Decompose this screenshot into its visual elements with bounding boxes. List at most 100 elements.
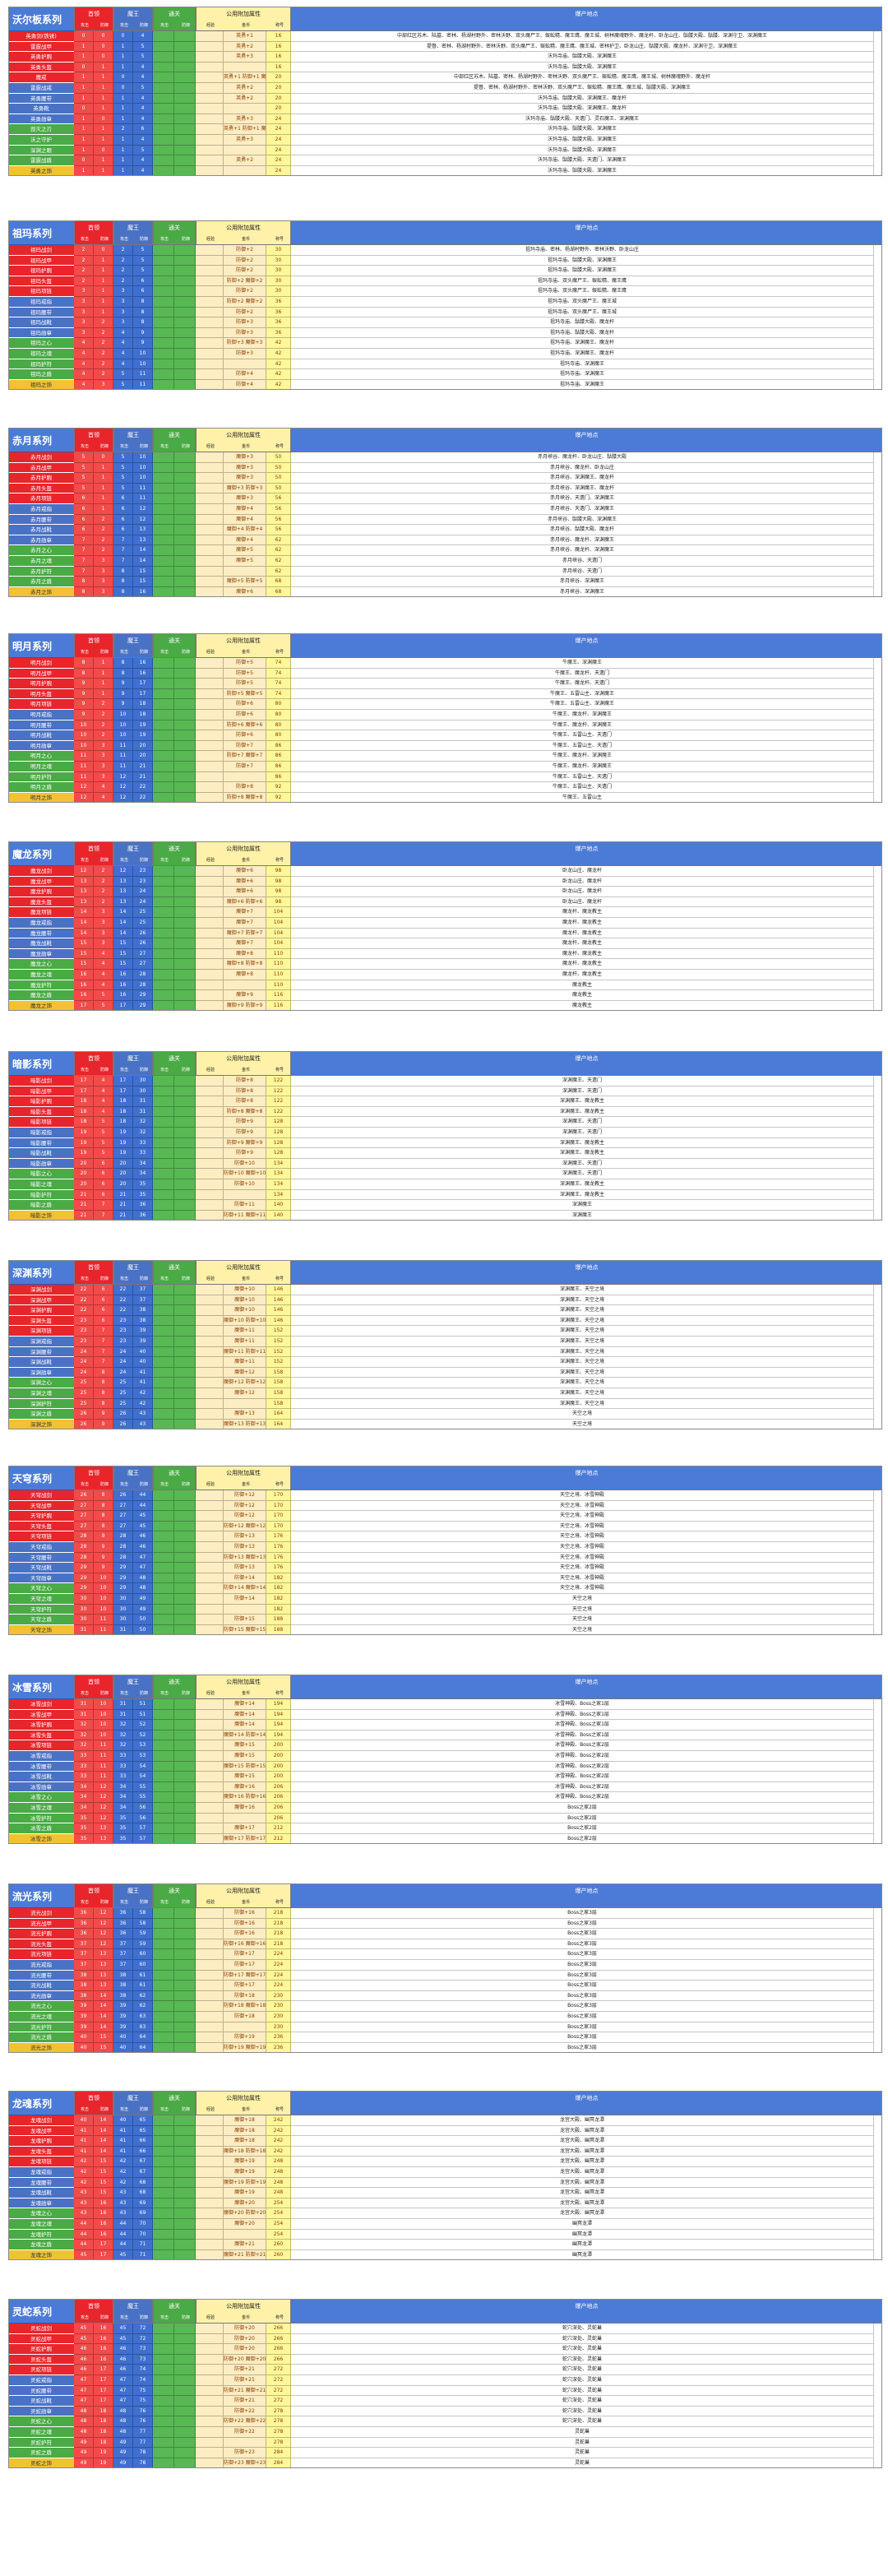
table-cell: 29 <box>133 1000 153 1012</box>
table-cell: 5 <box>113 483 133 494</box>
table-cell: 4 <box>113 349 133 359</box>
table-cell <box>174 2396 196 2407</box>
table-cell: 37 <box>113 1960 133 1971</box>
table-cell <box>153 1000 174 1012</box>
table-cell <box>196 1803 224 1814</box>
drop-location-cell: 深渊魔王、魔龙教主 <box>291 1189 874 1201</box>
equipment-section: 流光系列 首领 攻击 防御 魔王 攻击 防御 通关 攻击 防御 公用附加属性 经验 金币 称号 爆产地点 流光… <box>8 1883 882 2054</box>
drop-location-cell: 蛇穴深处、灵蛇巢 <box>291 2406 874 2417</box>
item-name: 流光之盾 <box>8 2032 74 2043</box>
drop-location-cell: 赤月峡谷、魔龙杆、卧龙山庄 <box>291 462 874 474</box>
drop-location-cell: 中部红区苏木、陆墓、密林、杨湖村野外、密林沃野、双头魔尸王、蜈蚣精、魔王鹰、魔王… <box>291 72 874 83</box>
table-cell <box>153 2032 174 2043</box>
drop-location-cell: 魔龙教主 <box>291 980 874 991</box>
table-cell <box>224 1398 266 1410</box>
table-cell <box>153 1624 174 1636</box>
table-cell: 4 <box>133 114 153 125</box>
table-cell: 1 <box>94 165 113 177</box>
item-name: 天穹之心 <box>8 1583 74 1594</box>
table-cell: 44 <box>113 2219 133 2230</box>
table-cell: 26 <box>113 1490 133 1501</box>
table-cell <box>153 918 174 929</box>
table-cell: 122 <box>266 1076 291 1086</box>
column-sub-label: 经验 <box>206 444 215 449</box>
column-sub-label: 金币 <box>241 1068 250 1073</box>
table-cell <box>153 1604 174 1615</box>
table-cell: 29 <box>74 1563 94 1573</box>
drop-location-cell: 深渊魔王、天遗门 <box>291 1086 874 1097</box>
table-cell: 37 <box>74 1960 94 1971</box>
table-cell: 10 <box>113 720 133 731</box>
table-cell: 18 <box>133 710 153 720</box>
table-cell: 42 <box>133 1398 153 1410</box>
table-cell <box>153 1594 174 1605</box>
drop-location-cell: 蛇穴深处、灵蛇巢 <box>291 2354 874 2365</box>
column-group-label: 首领 <box>88 1679 99 1685</box>
table-cell <box>196 1740 224 1751</box>
table-cell <box>153 1990 174 2002</box>
table-cell: 12 <box>74 792 94 804</box>
table-cell <box>174 1908 196 1919</box>
table-cell: 140 <box>266 1210 291 1221</box>
item-name: 魔龙护符 <box>8 980 74 991</box>
table-cell: 46 <box>113 2354 133 2365</box>
table-cell <box>174 1511 196 1522</box>
column-sub-label: 攻击 <box>80 1276 89 1281</box>
drop-location-cell: Boss之家3层 <box>291 2001 874 2012</box>
table-cell: 13 <box>94 1981 113 1991</box>
table-cell: 33 <box>113 1761 133 1772</box>
table-cell: 17 <box>74 1076 94 1086</box>
item-name: 天穹之魂 <box>8 1594 74 1605</box>
table-cell: 15 <box>133 577 153 587</box>
drop-location-cell: 深渊魔王、天空之境 <box>291 1337 874 1347</box>
table-cell <box>153 297 174 308</box>
column-group-header: 公用附加属性 经验 金币 称号 <box>196 1051 291 1076</box>
table-cell: 16 <box>266 62 291 73</box>
table-cell: 1 <box>94 483 113 494</box>
item-name: 冰雪戒指 <box>8 1751 74 1762</box>
table-cell: 272 <box>266 2396 291 2407</box>
drop-location-cell: 牛魔王、五雷山主、天遗门 <box>291 730 874 741</box>
table-cell <box>196 276 224 287</box>
table-cell: 3 <box>94 751 113 762</box>
table-cell: 32 <box>133 1117 153 1128</box>
table-cell: 10 <box>113 730 133 741</box>
item-name: 暗影之饰 <box>8 1210 74 1221</box>
table-cell <box>153 2375 174 2386</box>
column-group-label: 公用附加属性 <box>226 1055 261 1062</box>
table-cell: 70 <box>133 2229 153 2240</box>
table-cell: 18 <box>74 1106 94 1118</box>
table-cell: 110 <box>266 959 291 970</box>
drop-location-cell: 天空之境、冰雪神殿 <box>291 1563 874 1573</box>
table-cell: 6 <box>113 504 133 515</box>
table-cell: 24 <box>266 124 291 135</box>
column-group-label: 魔王 <box>127 225 139 231</box>
item-name: 魔龙勋章 <box>8 948 74 960</box>
column-group-label: 魔王 <box>127 1055 139 1062</box>
table-cell: 24 <box>74 1357 94 1368</box>
table-cell: 44 <box>113 2229 133 2240</box>
table-cell: 272 <box>266 2385 291 2397</box>
table-cell <box>224 1813 266 1824</box>
table-cell <box>174 1813 196 1824</box>
table-cell <box>153 2229 174 2240</box>
table-cell: 36 <box>74 1929 94 1939</box>
table-cell: 32 <box>113 1740 133 1751</box>
table-cell: 魔御+14 <box>224 1720 266 1730</box>
table-cell: 116 <box>266 1000 291 1012</box>
item-name: 祖玛之魂 <box>8 349 74 359</box>
table-cell: 30 <box>74 1615 94 1625</box>
table-cell: 2 <box>94 710 113 720</box>
item-name: 赤月战甲 <box>8 462 74 474</box>
drop-location-cell: 牛魔王、深渊魔王 <box>291 658 874 669</box>
table-cell <box>224 359 266 370</box>
table-cell: 14 <box>113 918 133 929</box>
table-cell: 25 <box>113 1378 133 1388</box>
table-cell: 14 <box>74 918 94 929</box>
section-title: 灵蛇系列 <box>8 2299 82 2323</box>
table-cell: 242 <box>266 2136 291 2147</box>
table-cell: 134 <box>266 1158 291 1170</box>
section-title: 暗影系列 <box>8 1051 82 1076</box>
table-cell: 15 <box>133 566 153 577</box>
table-cell <box>196 1772 224 1782</box>
